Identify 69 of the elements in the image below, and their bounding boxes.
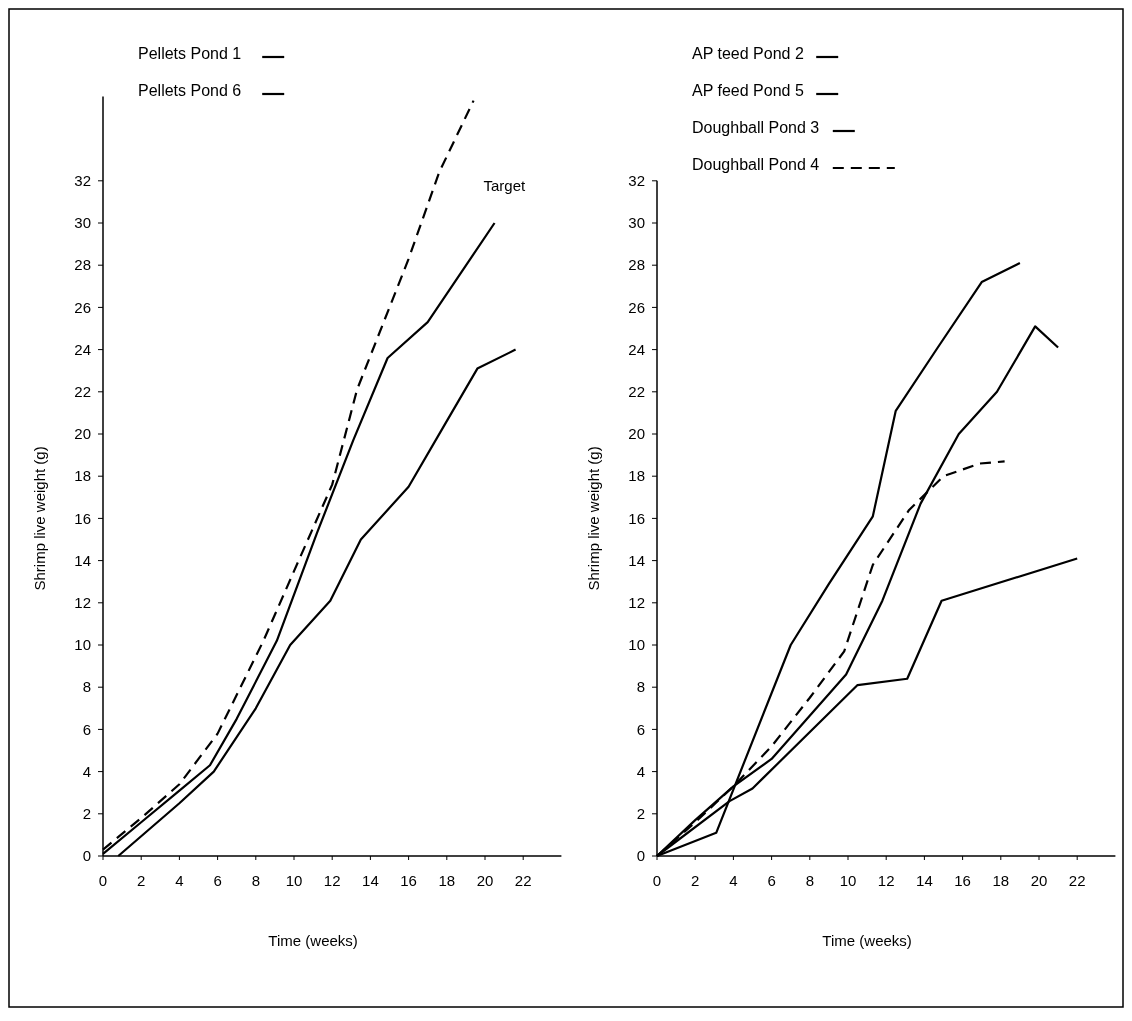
x-tick-label: 0: [652, 872, 662, 889]
legend-label: Doughball Pond 4: [692, 155, 820, 173]
y-tick-label: 12: [628, 594, 645, 612]
x-tick-label: 14: [916, 872, 933, 889]
y-tick-label: 28: [628, 256, 645, 274]
y-axis-title: Shrimp live weight (g): [585, 446, 602, 591]
y-tick-label: 16: [74, 509, 91, 527]
x-tick-label: 20: [1030, 872, 1048, 889]
x-axis-title: Time (weeks): [822, 932, 912, 949]
y-tick-label: 10: [74, 636, 91, 654]
legend-label: Pellets Pond 6: [138, 81, 242, 99]
legend-label: AP teed Pond 2: [692, 44, 804, 62]
y-tick-label: 12: [74, 594, 91, 612]
y-tick-label: 18: [74, 467, 91, 485]
x-tick-label: 20: [476, 872, 494, 889]
legend-label: Pellets Pond 1: [138, 44, 242, 62]
y-tick-label: 22: [628, 383, 645, 401]
y-tick-label: 20: [74, 425, 91, 443]
y-tick-label: 4: [636, 762, 645, 780]
y-tick-label: 8: [636, 678, 645, 696]
y-tick-label: 0: [636, 847, 645, 865]
y-tick-label: 6: [82, 720, 91, 738]
y-tick-label: 2: [82, 805, 91, 823]
y-tick-label: 0: [82, 847, 91, 865]
x-tick-label: 2: [691, 872, 700, 889]
x-tick-label: 12: [877, 872, 895, 889]
y-tick-label: 24: [74, 340, 91, 358]
y-tick-label: 2: [636, 805, 645, 823]
x-tick-label: 16: [954, 872, 971, 889]
y-tick-label: 26: [74, 298, 91, 316]
y-tick-label: 6: [636, 720, 645, 738]
y-tick-label: 16: [628, 509, 645, 527]
x-axis-title: Time (weeks): [268, 932, 358, 949]
y-tick-label: 8: [82, 678, 91, 696]
y-tick-label: 18: [628, 467, 645, 485]
x-tick-label: 22: [514, 872, 532, 889]
y-tick-label: 22: [74, 383, 91, 401]
y-tick-label: 14: [74, 551, 91, 569]
legend-label: AP feed Pond 5: [692, 81, 804, 99]
legend-label: Doughball Pond 3: [692, 118, 820, 136]
y-tick-label: 10: [628, 636, 645, 654]
x-tick-label: 12: [323, 872, 341, 889]
x-tick-label: 8: [251, 872, 260, 889]
x-tick-label: 14: [362, 872, 379, 889]
x-tick-label: 4: [729, 872, 738, 889]
x-tick-label: 10: [839, 872, 857, 889]
y-tick-label: 4: [82, 762, 91, 780]
x-tick-label: 10: [285, 872, 303, 889]
x-tick-label: 16: [400, 872, 417, 889]
x-tick-label: 22: [1068, 872, 1086, 889]
x-tick-label: 4: [175, 872, 184, 889]
x-tick-label: 8: [805, 872, 814, 889]
y-tick-label: 28: [74, 256, 91, 274]
x-tick-label: 6: [213, 872, 222, 889]
x-tick-label: 0: [98, 872, 108, 889]
y-tick-label: 32: [74, 172, 91, 190]
x-tick-label: 2: [137, 872, 146, 889]
y-tick-label: 20: [628, 425, 645, 443]
y-tick-label: 24: [628, 340, 645, 358]
x-tick-label: 18: [438, 872, 456, 889]
y-tick-label: 30: [74, 214, 91, 232]
y-tick-label: 26: [628, 298, 645, 316]
annotation: Target: [483, 177, 526, 195]
x-tick-label: 18: [992, 872, 1010, 889]
y-tick-label: 14: [628, 551, 645, 569]
y-tick-label: 30: [628, 214, 645, 232]
y-tick-label: 32: [628, 172, 645, 190]
x-tick-label: 6: [767, 872, 776, 889]
y-axis-title: Shrimp live weight (g): [31, 446, 48, 591]
